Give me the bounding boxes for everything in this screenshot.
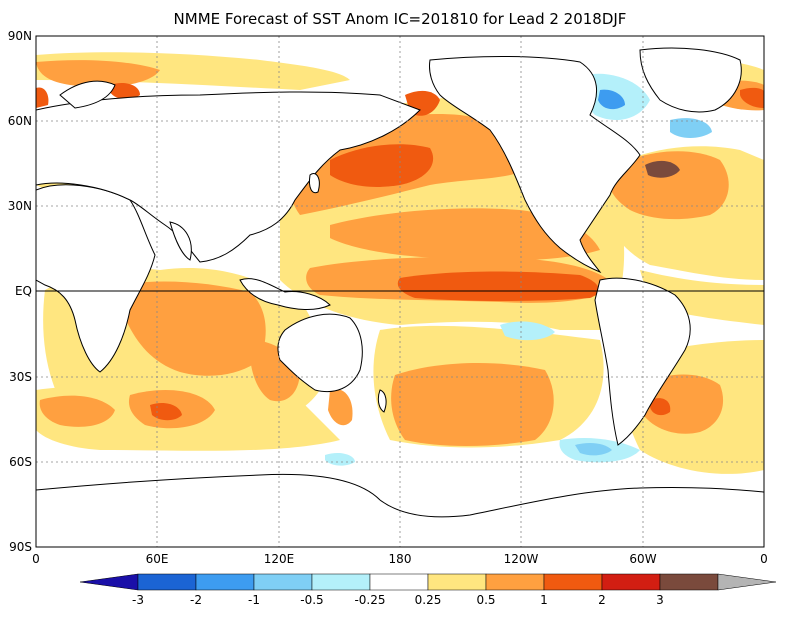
cool-regions [304,73,712,466]
lat-label: 60N [8,114,32,128]
colorbar-tick-label: -0.25 [354,593,385,607]
colorbar-tick-label: -1 [248,593,260,607]
lat-label: 90N [8,29,32,43]
colorbar-max-arrow [717,573,777,591]
colorbar-swatch [659,573,719,591]
north-america-landmass [429,55,641,274]
colorbar-min-arrow [79,573,139,591]
colorbar-legend: -3 -2 -1 -0.5 -0.25 0.25 0.5 1 2 3 [79,573,777,607]
latitude-axis: 90N 60N 30N EQ 30S 60S 90S [8,29,32,554]
colorbar-swatch [369,573,429,591]
lat-label: 30S [9,370,32,384]
colorbar-tick-label: 0.5 [476,593,495,607]
lat-label: 30N [8,199,32,213]
colorbar-swatch [543,573,603,591]
colorbar-swatch [195,573,255,591]
colorbar-tick-label: 3 [656,593,664,607]
colorbar-tick-label: -0.5 [300,593,323,607]
colorbar-tick-label: 2 [598,593,606,607]
lon-label: 60W [629,552,656,566]
eurasia-landmass [36,91,421,263]
warm-extreme-region [645,160,680,178]
longitude-axis: 0 60E 120E 180 120W 60W 0 [32,552,768,566]
india-landmass [169,221,192,261]
greenland-landmass [639,47,742,113]
new-zealand-landmass [377,389,387,413]
colorbar-swatch [253,573,313,591]
lon-label: 0 [32,552,40,566]
lon-label: 60E [146,552,169,566]
map-title: NMME Forecast of SST Anom IC=201810 for … [174,10,627,28]
south-america-landmass [594,277,691,446]
lat-label: EQ [15,284,32,298]
colorbar-swatch [137,573,197,591]
colorbar-tick-label: 1 [540,593,548,607]
lon-label: 180 [389,552,412,566]
lat-label: 60S [9,455,32,469]
continents [36,47,764,547]
map-border [35,35,765,548]
lon-label: 120W [504,552,539,566]
antarctica-landmass [36,473,764,547]
lon-label: 120E [264,552,295,566]
lat-label: 90S [9,540,32,554]
colorbar-swatch [601,573,661,591]
lon-label: 0 [760,552,768,566]
colorbar-tick-label: -3 [132,593,144,607]
colorbar-swatch [427,573,487,591]
warm-strong-regions [36,83,764,421]
colorbar-tick-label: 0.25 [415,593,442,607]
colorbar-swatch [311,573,371,591]
maritime-continent [239,278,331,310]
colorbar-swatch [485,573,545,591]
colorbar-tick-label: -2 [190,593,202,607]
scandinavia-landmass [59,80,116,109]
japan-landmass [309,173,320,194]
